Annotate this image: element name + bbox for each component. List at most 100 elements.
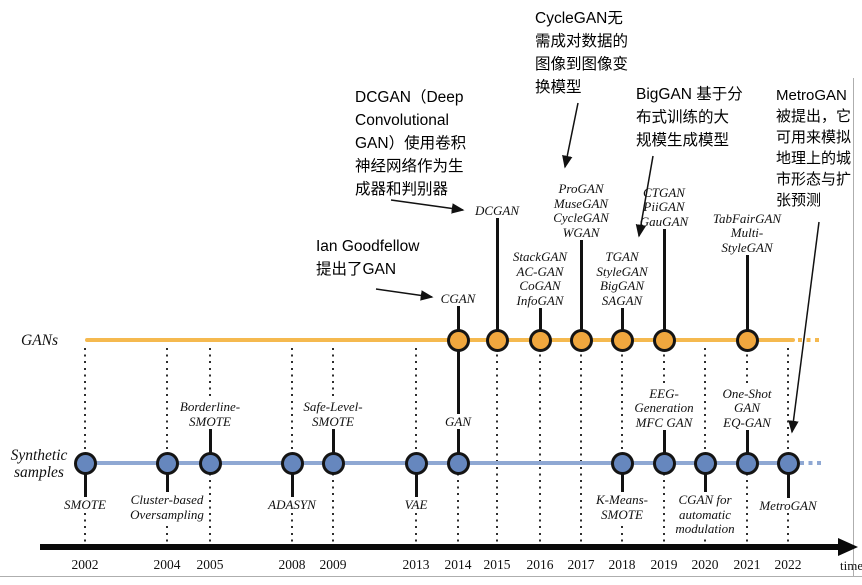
gan-node-2018 [610, 328, 634, 352]
annotation-cyclegan-line: CycleGAN无 [535, 10, 623, 27]
year-gridline-2002 [84, 348, 86, 544]
time-axis [40, 544, 841, 550]
synthetic-track-label-line2: samples [14, 464, 64, 481]
synthetic-event-stem-2018 [620, 463, 624, 495]
synthetic-node-2018 [610, 451, 634, 475]
synthetic-event-label-2021-line: EQ-GAN [721, 414, 773, 430]
gans-track-label: GANs [21, 332, 59, 349]
synthetic-event-label-2021: One-Shot GAN EQ-GAN [677, 385, 817, 431]
annotation-goodfellow-line: Ian Goodfellow [316, 238, 420, 255]
synthetic-event-label-2005-line: SMOTE [187, 413, 233, 429]
gan-event-label-2014: CGAN [388, 290, 528, 307]
synthetic-event-label-2004: Cluster-based Oversampling [97, 492, 237, 522]
annotation-biggan-line: BigGAN 基于分 [636, 86, 743, 103]
gan-event-label-2015: DCGAN [427, 202, 567, 219]
synthetic-node-2008 [280, 451, 304, 475]
gan-event-stem-2016 [538, 306, 542, 340]
synthetic-node-2014 [446, 451, 470, 475]
annotation-metrogan-line: 张预测 [776, 192, 822, 209]
synthetic-event-label-2009-line: Safe-Level- [301, 399, 365, 414]
synthetic-event-label-2002: SMOTE [15, 497, 155, 513]
annotation-metrogan-line: 被提出，它 [776, 108, 852, 125]
gan-event-stem-2015 [495, 216, 499, 340]
synthetic-event-label-2005-line: Borderline- [177, 399, 243, 414]
synthetic-node-2009 [321, 451, 345, 475]
time-axis-arrowhead [838, 538, 858, 556]
synthetic-node-2022 [776, 451, 800, 475]
annotation-cyclegan-line: 图像到图像变 [535, 56, 629, 73]
gan-event-label-2016-line: StackGAN [510, 249, 570, 264]
synthetic-event-stem-2021 [745, 428, 749, 463]
annotation-dcgan-line: DCGAN（Deep [355, 89, 464, 106]
year-label-2008: 2008 [278, 557, 306, 572]
gan-event-label-2014-line: CGAN [438, 290, 478, 306]
gan-event-stem-2017 [579, 238, 583, 340]
annotation-biggan-line: 布式训练的大 [636, 109, 730, 126]
synthetic-event-label-2020-line: CGAN for [676, 492, 734, 507]
synthetic-event-label-2022-line: MetroGAN [757, 498, 819, 513]
synthetic-event-label-2018-line: SMOTE [599, 506, 645, 522]
year-label-2015: 2015 [483, 557, 511, 572]
year-gridline-2004 [166, 348, 168, 544]
year-label-2013: 2013 [402, 557, 430, 572]
synthetic-event-label-2004-line: Oversampling [128, 506, 206, 522]
synthetic-event-stem-2020 [703, 463, 707, 495]
year-label-2022: 2022 [774, 557, 802, 572]
gan-node-2014 [446, 328, 470, 352]
gan-event-label-2016-line: CoGAN [517, 278, 563, 293]
annotation-cyclegan-line: 需成对数据的 [535, 33, 629, 50]
synthetic-event-label-2004-line: Cluster-based [128, 492, 206, 507]
gan-event-label-2018-line: TGAN [603, 249, 641, 264]
gan-event-label-2016-line: InfoGAN [514, 292, 566, 308]
synthetic-track-line-dotted-tail [800, 461, 823, 465]
year-gridline-2016 [539, 348, 541, 544]
synthetic-event-label-2022: MetroGAN [718, 498, 858, 514]
gans-track-line [85, 338, 795, 342]
synthetic-event-label-2020-line: automatic [677, 506, 733, 522]
gan-node-2017 [569, 328, 593, 352]
gan-event-label-2017-line: MuseGAN [551, 195, 611, 211]
synthetic-event-stem-2022 [786, 463, 790, 501]
gan-event-label-2016: StackGAN AC-GAN CoGAN InfoGAN [470, 249, 610, 308]
gan-event-label-2018-line: SAGAN [599, 292, 645, 308]
synthetic-node-2013 [404, 451, 428, 475]
gan-event-stem-2014 [456, 304, 460, 340]
annotation-dcgan: DCGAN（Deep Convolutional GAN）使用卷积 神经网络作为生 成器… [355, 86, 466, 201]
year-label-2016: 2016 [526, 557, 554, 572]
gan-event-label-2018-line: BigGAN [597, 278, 647, 293]
year-gridline-2022 [787, 348, 789, 544]
annotation-metrogan-line: MetroGAN [776, 87, 847, 104]
gan-event-stem-2018 [620, 306, 624, 340]
annotation-biggan: BigGAN 基于分 布式训练的大 规模生成模型 [636, 83, 743, 152]
year-label-2021: 2021 [733, 557, 761, 572]
synthetic-event-label-2008-line: ADASYN [266, 497, 318, 512]
time-axis-label: time [840, 558, 862, 573]
year-label-2017: 2017 [567, 557, 595, 572]
gans-track-line-dotted-tail [798, 338, 821, 342]
synthetic-event-stem-2013 [414, 463, 418, 500]
annotation-cyclegan: CycleGAN无 需成对数据的 图像到图像变 换模型 [535, 7, 628, 99]
synthetic-track-label: Synthetic samples [8, 447, 70, 481]
synthetic-event-label-2021-line: One-Shot [720, 385, 774, 401]
gan-event-label-2017-line: WGAN [560, 224, 602, 240]
synthetic-event-label-2008: ADASYN [222, 497, 362, 513]
gan-event-label-2021-line: StyleGAN [719, 239, 775, 255]
shared-gan-stem [456, 340, 460, 463]
synthetic-event-label-2002-line: SMOTE [62, 497, 108, 512]
gan-node-2015 [485, 328, 509, 352]
synthetic-event-label-2020-line: modulation [673, 521, 737, 536]
synthetic-event-label-2019-line: EEG- [647, 385, 681, 401]
synthetic-node-2005 [198, 451, 222, 475]
gan-event-stem-2021 [745, 253, 749, 340]
synthetic-track-line [85, 461, 797, 465]
annotation-dcgan-line: Convolutional [355, 112, 449, 129]
gan-node-2021 [735, 328, 759, 352]
gan-event-label-2021-line: Multi- [728, 225, 766, 240]
gan-node-2019 [652, 328, 676, 352]
gan-event-label-2017: ProGAN MuseGAN CycleGAN WGAN [511, 181, 651, 240]
synthetic-node-2020 [693, 451, 717, 475]
annotation-goodfellow-line: 提出了GAN [316, 261, 397, 278]
gan-event-label-2017-line: ProGAN [556, 181, 606, 196]
cyclegan-annotation-arrow [562, 102, 579, 169]
